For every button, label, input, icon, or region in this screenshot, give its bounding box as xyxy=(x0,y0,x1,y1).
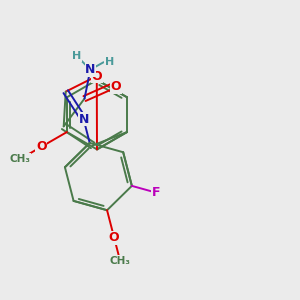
Text: N: N xyxy=(79,113,89,126)
Text: O: O xyxy=(92,70,102,83)
Text: F: F xyxy=(152,186,160,199)
Text: CH₃: CH₃ xyxy=(110,256,130,266)
Text: N: N xyxy=(85,63,95,76)
Text: O: O xyxy=(109,231,119,244)
Text: O: O xyxy=(111,80,121,93)
Text: O: O xyxy=(36,140,46,153)
Text: H: H xyxy=(105,57,114,67)
Text: H: H xyxy=(73,51,82,61)
Text: CH₃: CH₃ xyxy=(10,154,31,164)
